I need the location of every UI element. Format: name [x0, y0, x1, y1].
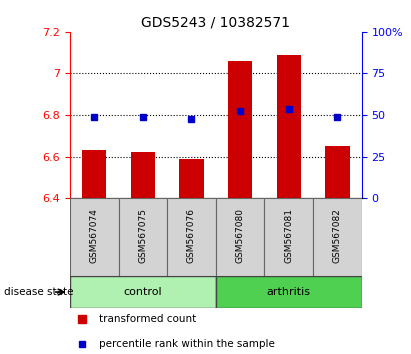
Bar [228, 61, 252, 198]
Bar [325, 146, 349, 198]
Bar [167, 198, 216, 276]
Bar [313, 198, 362, 276]
Text: GSM567080: GSM567080 [236, 208, 245, 263]
Bar [277, 55, 301, 198]
Text: transformed count: transformed count [99, 314, 196, 324]
Text: GSM567082: GSM567082 [333, 208, 342, 263]
Bar [179, 159, 203, 198]
Bar [82, 150, 106, 198]
Bar [70, 198, 118, 276]
Text: disease state: disease state [4, 287, 74, 297]
Bar [70, 276, 216, 308]
Text: GSM567081: GSM567081 [284, 208, 293, 263]
Bar [131, 153, 155, 198]
Text: GSM567074: GSM567074 [90, 208, 99, 263]
Text: arthritis: arthritis [267, 287, 311, 297]
Text: GSM567075: GSM567075 [139, 208, 147, 263]
Text: control: control [124, 287, 162, 297]
Text: GSM567076: GSM567076 [187, 208, 196, 263]
Bar [216, 276, 362, 308]
Text: percentile rank within the sample: percentile rank within the sample [99, 339, 275, 349]
Bar [216, 198, 264, 276]
Title: GDS5243 / 10382571: GDS5243 / 10382571 [141, 15, 290, 29]
Bar [264, 198, 313, 276]
Bar [118, 198, 167, 276]
